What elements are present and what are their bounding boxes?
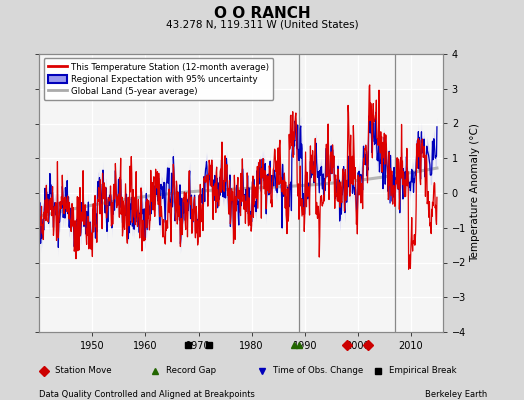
Text: Record Gap: Record Gap (166, 366, 216, 375)
Y-axis label: Temperature Anomaly (°C): Temperature Anomaly (°C) (471, 124, 481, 262)
Legend: This Temperature Station (12-month average), Regional Expectation with 95% uncer: This Temperature Station (12-month avera… (43, 58, 274, 100)
Text: 43.278 N, 119.311 W (United States): 43.278 N, 119.311 W (United States) (166, 20, 358, 30)
Text: Empirical Break: Empirical Break (389, 366, 456, 375)
Text: Station Move: Station Move (55, 366, 112, 375)
Text: Berkeley Earth: Berkeley Earth (425, 390, 487, 399)
Text: O O RANCH: O O RANCH (214, 6, 310, 22)
Text: Data Quality Controlled and Aligned at Breakpoints: Data Quality Controlled and Aligned at B… (39, 390, 255, 399)
Text: Time of Obs. Change: Time of Obs. Change (273, 366, 363, 375)
